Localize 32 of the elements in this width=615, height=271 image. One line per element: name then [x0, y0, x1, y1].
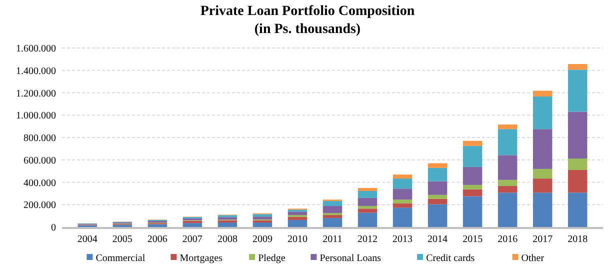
x-tick-label: 2011	[322, 234, 342, 245]
y-tick-label: 800.000	[24, 133, 56, 144]
y-tick-label: 600.000	[24, 155, 56, 166]
legend-label: Mortgages	[180, 253, 223, 264]
chart-title: Private Loan Portfolio Composition	[200, 4, 415, 19]
x-tick-label: 2016	[498, 234, 518, 245]
x-tick-label: 2010	[287, 234, 308, 245]
x-tick-label: 2004	[77, 234, 98, 245]
y-tick-label: 1.400.000	[16, 66, 56, 77]
x-tick-label: 2017	[532, 234, 553, 245]
y-tick-label: 1.600.000	[16, 44, 56, 54]
x-tick-label: 2007	[182, 234, 202, 245]
x-tick-label: 2005	[112, 234, 132, 245]
y-tick-label: 1.200.000	[16, 88, 56, 100]
y-tick-label: 1.000.000	[16, 110, 56, 122]
x-tick-label: 2014	[428, 234, 448, 245]
x-tick-label: 2013	[392, 234, 413, 245]
legend-label: Pledge	[258, 253, 286, 264]
x-tick-label: 2006	[147, 234, 168, 245]
legend-label: Commercial	[96, 253, 146, 264]
legend-label: Other	[521, 253, 545, 264]
y-tick-label: 200.000	[24, 200, 56, 212]
y-tick-label: 0	[51, 222, 56, 234]
x-tick-label: 2008	[217, 234, 238, 245]
x-tick-label: 2012	[358, 234, 378, 245]
chart-subtitle: (in Ps. thousands)	[254, 22, 361, 37]
legend-label: Credit cards	[426, 253, 475, 264]
x-tick-label: 2009	[252, 234, 272, 245]
x-tick-label: 2015	[462, 234, 483, 245]
y-tick-label: 400.000	[24, 178, 56, 189]
legend-label: Personal Loans	[320, 253, 382, 264]
x-tick-label: 2018	[568, 234, 588, 245]
